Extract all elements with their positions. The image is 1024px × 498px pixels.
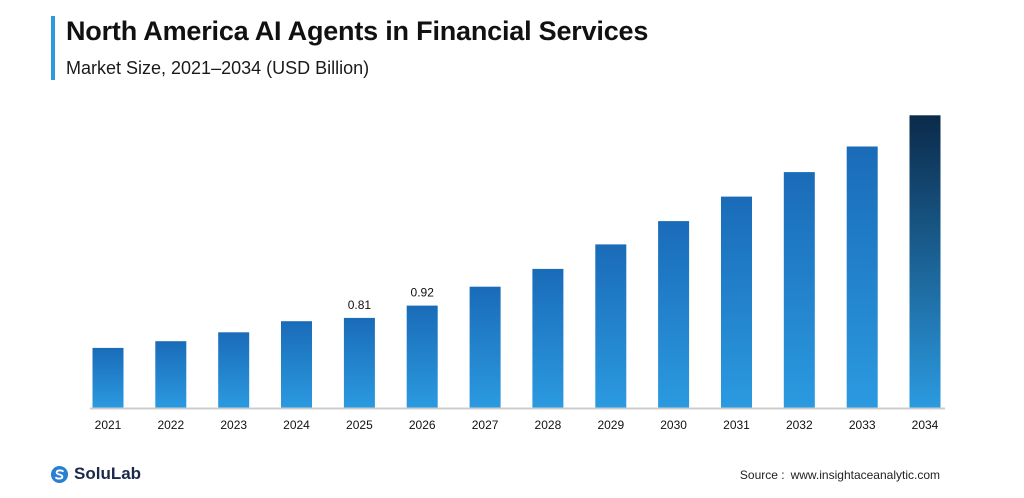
x-tick-label: 2021 — [95, 418, 122, 432]
bar-2033 — [846, 146, 878, 408]
source-label: Source : — [739, 468, 785, 482]
bar-2029 — [595, 244, 627, 408]
x-tick-label: 2034 — [912, 418, 939, 432]
x-tick-label: 2031 — [723, 418, 750, 432]
x-tick-label: 2028 — [535, 418, 562, 432]
source-note: Source : www.insightaceanalytic.com — [740, 468, 940, 482]
x-tick-label: 2024 — [283, 418, 310, 432]
solulab-logo-mark-icon — [50, 465, 69, 483]
bar-2032 — [783, 172, 815, 408]
bar-2031 — [721, 196, 752, 408]
x-tick-label: 2030 — [660, 418, 687, 432]
source-url: www.insightaceanalytic.com — [790, 468, 940, 482]
title-accent-bar — [51, 16, 55, 80]
bar-2023 — [218, 332, 250, 408]
chart-subtitle: Market Size, 2021–2034 (USD Billion) — [66, 58, 370, 78]
bar-2024 — [281, 321, 312, 408]
bar-2034 — [909, 115, 941, 409]
bar-2021 — [92, 347, 124, 408]
x-tick-label: 2022 — [157, 418, 184, 432]
logo-text: SoluLab — [74, 464, 142, 483]
bar-2025 — [343, 317, 375, 408]
x-tick-label: 2032 — [786, 418, 813, 432]
x-tick-label: 2023 — [220, 418, 247, 432]
chart-title: North America AI Agents in Financial Ser… — [66, 16, 649, 46]
bar-2030 — [658, 221, 690, 408]
bar-2028 — [532, 268, 564, 408]
x-tick-label: 2029 — [597, 418, 624, 432]
bar-2027 — [469, 286, 501, 408]
x-tick-label: 2025 — [346, 418, 373, 432]
x-tick-label: 2033 — [849, 418, 876, 432]
x-tick-label: 2026 — [409, 418, 436, 432]
solulab-logo: SoluLab — [50, 464, 141, 484]
bar-2026 — [406, 305, 438, 408]
data-label-2026: 0.92 — [411, 286, 435, 300]
bar-2022 — [155, 341, 187, 408]
x-tick-label: 2027 — [472, 418, 499, 432]
data-label-2025: 0.81 — [348, 298, 372, 312]
